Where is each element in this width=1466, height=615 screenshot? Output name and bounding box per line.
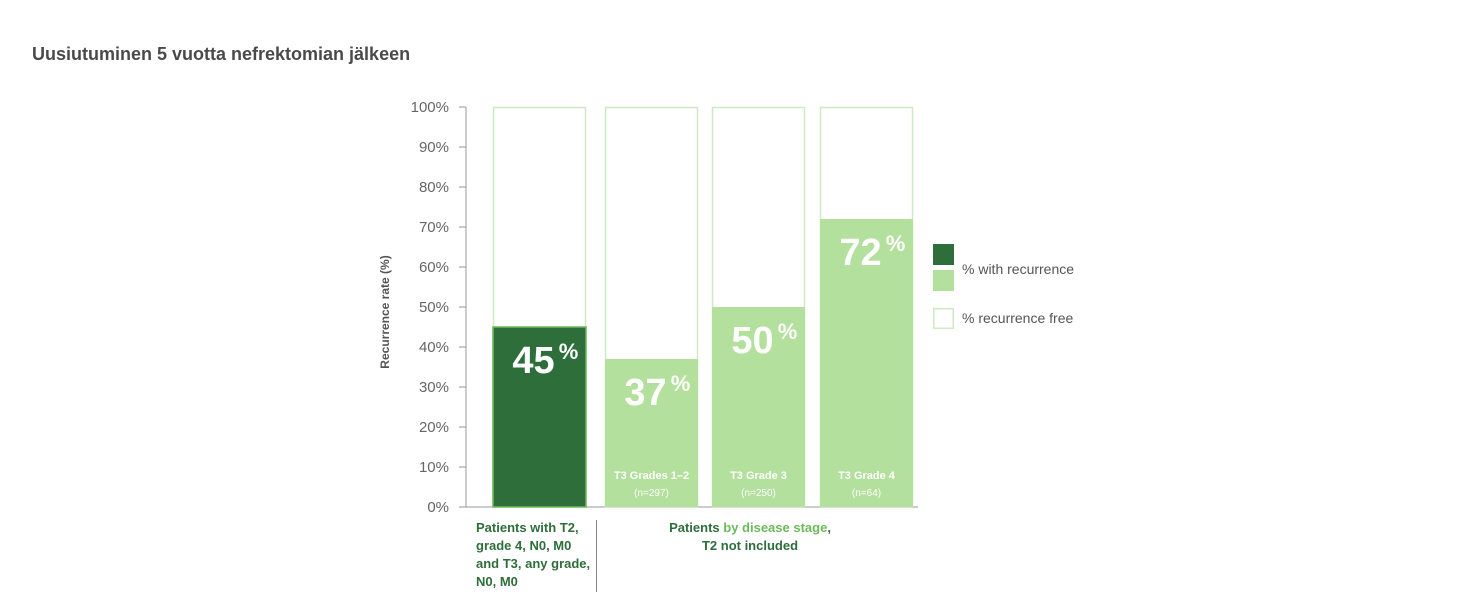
bar-value-percent-sign: % bbox=[886, 231, 906, 256]
y-tick-label: 40% bbox=[419, 339, 449, 356]
bar-recurrence bbox=[492, 326, 587, 508]
bar-value-label: 45 bbox=[512, 340, 554, 382]
bar-recurrence bbox=[820, 219, 913, 507]
y-tick-label: 50% bbox=[419, 299, 449, 316]
group-label-right-a: Patients bbox=[669, 520, 724, 535]
bar-value-label: 72 bbox=[839, 232, 881, 274]
legend-label-free: % recurrence free bbox=[962, 310, 1073, 326]
bar-category-label: T3 Grades 1–2 bbox=[614, 470, 689, 482]
bar-category-label: T3 Grade 4 bbox=[838, 470, 896, 482]
y-tick-label: 10% bbox=[419, 459, 449, 476]
y-tick-label: 60% bbox=[419, 259, 449, 276]
bar-recurrence bbox=[712, 307, 805, 507]
group-divider bbox=[596, 520, 597, 592]
legend-swatch-dark bbox=[933, 244, 954, 265]
y-tick-label: 100% bbox=[411, 99, 449, 116]
group-label-left-line: and T3, any grade, bbox=[476, 556, 591, 571]
bar-value-percent-sign: % bbox=[671, 371, 691, 396]
group-label-left-line: N0, M0 bbox=[476, 574, 518, 589]
bar-value-percent-sign: % bbox=[559, 339, 579, 364]
legend-swatch-light bbox=[933, 270, 954, 291]
y-tick-label: 0% bbox=[427, 499, 449, 516]
bar-n-label: (n=64) bbox=[852, 488, 881, 499]
bar-n-label: (n=297) bbox=[634, 488, 669, 499]
legend-swatch-free bbox=[933, 308, 954, 329]
group-label-right: Patients by disease stage, T2 not includ… bbox=[600, 519, 900, 555]
page-title: Uusiutuminen 5 vuotta nefrektomian jälke… bbox=[32, 44, 411, 64]
bar-value-percent-sign: % bbox=[778, 319, 798, 344]
bar-category-label: T3 Grade 3 bbox=[730, 470, 787, 482]
y-tick-label: 80% bbox=[419, 179, 449, 196]
y-tick-label: 30% bbox=[419, 379, 449, 396]
bar-n-label: (n=250) bbox=[741, 488, 776, 499]
y-tick-label: 70% bbox=[419, 219, 449, 236]
bar-value-label: 37 bbox=[624, 372, 666, 414]
bar-value-label: 50 bbox=[731, 320, 773, 362]
y-tick-label: 90% bbox=[419, 139, 449, 156]
group-label-left-line: grade 4, N0, M0 bbox=[476, 538, 572, 553]
group-label-left: Patients with T2, grade 4, N0, M0 and T3… bbox=[476, 519, 594, 591]
y-axis-label: Recurrence rate (%) bbox=[378, 255, 392, 368]
group-label-right-c: , bbox=[827, 520, 831, 535]
legend-label-recurrence: % with recurrence bbox=[962, 261, 1074, 277]
group-label-right-line2: T2 not included bbox=[701, 538, 799, 553]
group-label-right-highlight: by disease stage bbox=[723, 520, 828, 535]
bar-recurrence bbox=[605, 359, 698, 507]
y-tick-label: 20% bbox=[419, 419, 449, 436]
group-label-left-line: Patients with T2, bbox=[476, 520, 579, 535]
